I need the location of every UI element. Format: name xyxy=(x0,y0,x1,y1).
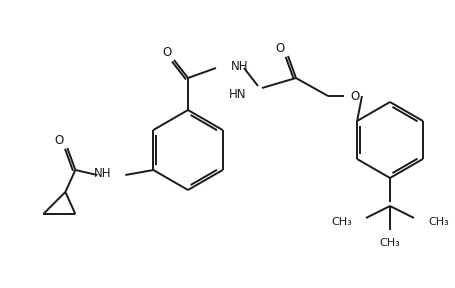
Text: NH: NH xyxy=(94,166,111,179)
Text: O: O xyxy=(275,41,284,54)
Text: O: O xyxy=(55,134,64,147)
Text: CH₃: CH₃ xyxy=(427,217,448,227)
Text: CH₃: CH₃ xyxy=(330,217,351,227)
Text: CH₃: CH₃ xyxy=(379,238,399,248)
Text: O: O xyxy=(162,46,171,58)
Text: HN: HN xyxy=(228,88,245,101)
Text: NH: NH xyxy=(231,60,248,73)
Text: O: O xyxy=(349,90,359,103)
